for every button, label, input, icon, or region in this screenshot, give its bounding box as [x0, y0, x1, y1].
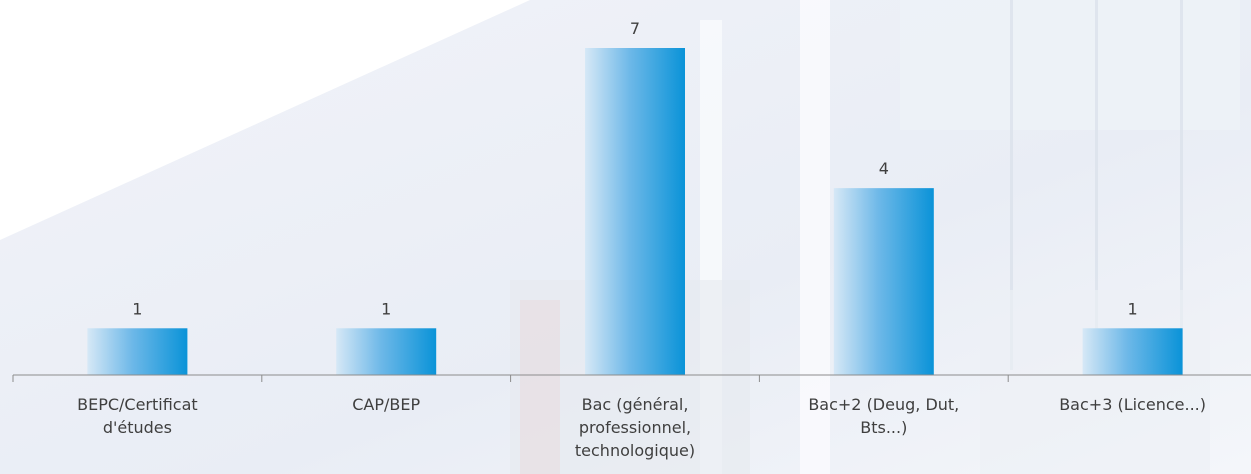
category-label-line: professionnel,	[579, 418, 691, 437]
bar	[87, 328, 188, 375]
bar	[336, 328, 437, 375]
category-label: Bac+2 (Deug, Dut, Bts...)	[808, 395, 959, 437]
bar	[585, 48, 685, 375]
category-label-line: d'études	[103, 418, 172, 437]
data-label: 1	[1128, 299, 1138, 318]
value-labels-group: 1 1 7 4 1	[132, 19, 1137, 318]
x-axis	[12, 374, 1251, 382]
bars-group	[87, 48, 1183, 375]
category-labels-group: BEPC/Certificat d'études CAP/BEP Bac (génér…	[77, 395, 1206, 460]
category-label-line: Bac+2 (Deug, Dut,	[808, 395, 959, 414]
category-label: BEPC/Certificat d'études	[77, 395, 198, 437]
category-label-line: technologique)	[575, 441, 695, 460]
category-label-line: Bts...)	[860, 418, 907, 437]
data-label: 1	[132, 299, 142, 318]
category-label-line: Bac+3 (Licence...)	[1059, 395, 1206, 414]
category-label-line: Bac (général,	[582, 395, 689, 414]
data-label: 1	[381, 299, 391, 318]
category-label: Bac+3 (Licence...)	[1059, 395, 1206, 414]
bar	[1082, 328, 1183, 375]
bar	[833, 188, 934, 375]
category-label-line: CAP/BEP	[352, 395, 420, 414]
category-label: CAP/BEP	[352, 395, 420, 414]
data-label: 7	[630, 19, 640, 38]
category-label-line: BEPC/Certificat	[77, 395, 198, 414]
category-label: Bac (général, professionnel, technologique…	[575, 395, 695, 460]
data-label: 4	[879, 159, 889, 178]
